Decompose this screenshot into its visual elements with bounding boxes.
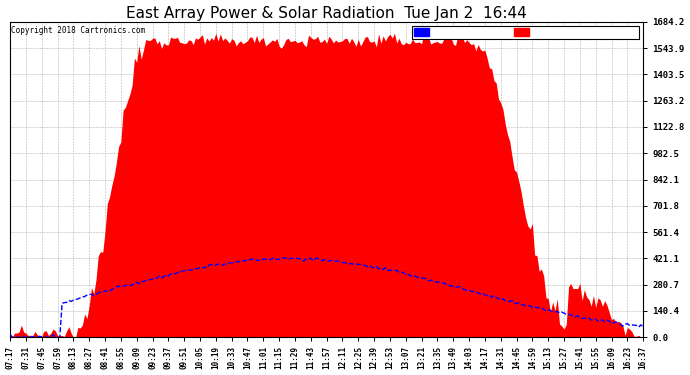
Legend: Radiation (w/m2), East Array (DC Watts): Radiation (w/m2), East Array (DC Watts) <box>413 26 639 39</box>
Text: Copyright 2018 Cartronics.com: Copyright 2018 Cartronics.com <box>11 27 146 36</box>
Title: East Array Power & Solar Radiation  Tue Jan 2  16:44: East Array Power & Solar Radiation Tue J… <box>126 6 527 21</box>
